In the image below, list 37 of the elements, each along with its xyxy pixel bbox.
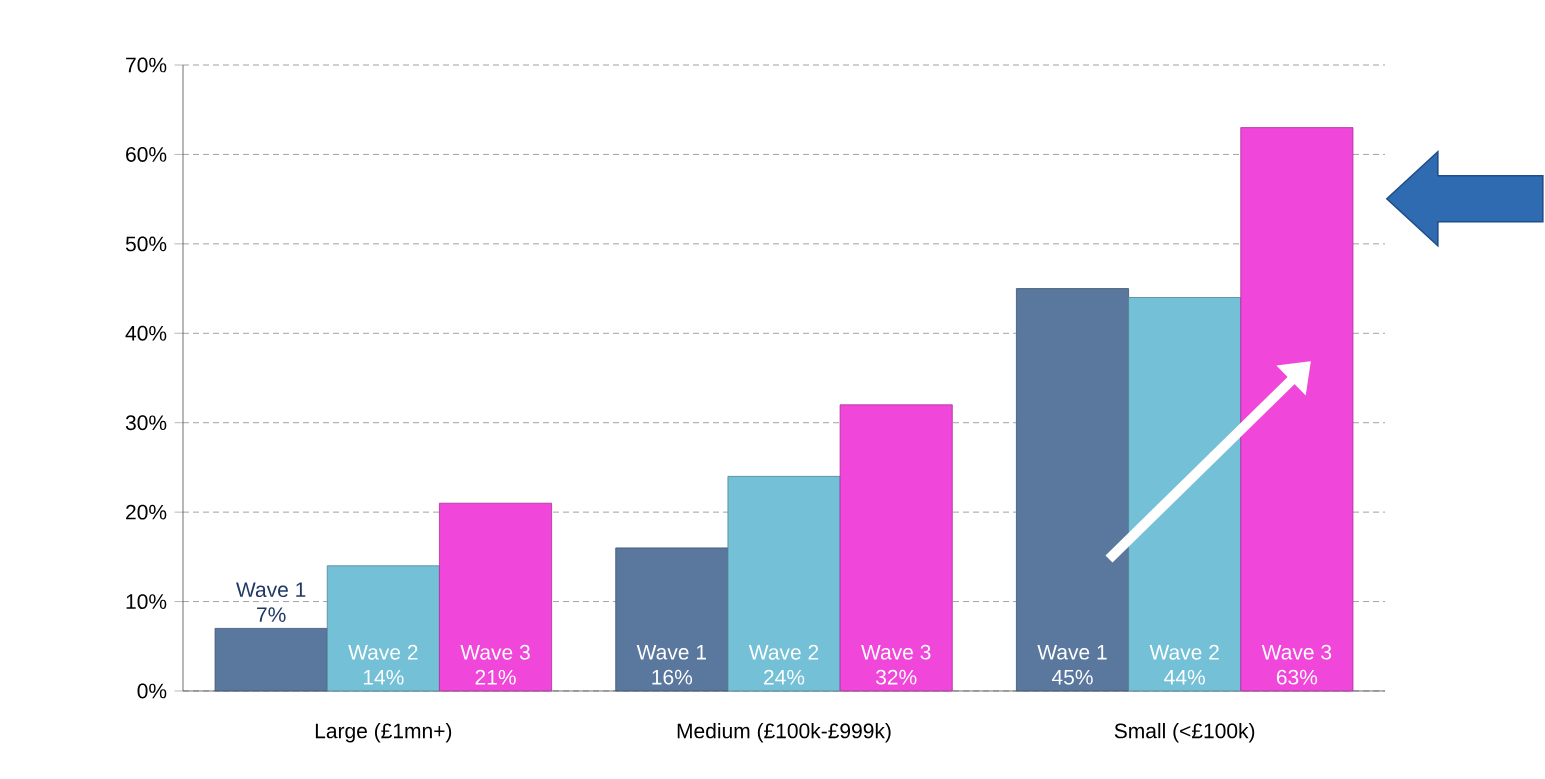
- text: Wave 1: [1037, 644, 1107, 660]
- bar: [439, 502, 553, 692]
- x-tick-label: Small (<£100k): [1114, 722, 1255, 743]
- text: Wave 2: [748, 644, 819, 660]
- data-label: 32%: [875, 669, 917, 685]
- bar: [1240, 127, 1354, 692]
- bar: [326, 565, 440, 692]
- data-label: 24%: [764, 669, 805, 685]
- y-tick-label: 0%: [137, 683, 167, 699]
- data-label: 7%: [257, 607, 286, 622]
- series-label: Wave 2: [348, 644, 418, 660]
- x-tick-label: Large (£1mn+): [315, 722, 452, 743]
- y-tick-label: 70%: [126, 57, 167, 73]
- y-tick-label: 30%: [125, 415, 167, 431]
- y-tick-label: 10%: [126, 594, 167, 610]
- data-label: 63%: [1276, 669, 1318, 685]
- y-tick-label: 50%: [125, 236, 167, 252]
- series-label: Wave 3: [460, 644, 530, 660]
- y-tick-label: 20%: [126, 504, 167, 520]
- bar: [1016, 288, 1129, 692]
- bar: [214, 627, 328, 692]
- data-label: 14%: [363, 669, 404, 685]
- text: Wave 3: [861, 644, 931, 660]
- y-tick-label: 60%: [126, 147, 167, 162]
- data-label: 21%: [475, 669, 516, 685]
- x-tick-label: Medium (£100k-£999k): [677, 722, 891, 743]
- text: Wave 2: [1149, 644, 1219, 660]
- text: Wave 1: [236, 582, 306, 598]
- data-label: 45%: [1051, 669, 1093, 685]
- text: Wave 3: [1261, 644, 1332, 660]
- bar: [839, 404, 953, 692]
- y-tick-label: 40%: [125, 325, 167, 341]
- data-label: 44%: [1164, 669, 1205, 685]
- series-label: Wave 1: [636, 644, 706, 660]
- bar: [727, 475, 841, 692]
- data-label: 16%: [652, 669, 693, 685]
- bar: [615, 547, 729, 692]
